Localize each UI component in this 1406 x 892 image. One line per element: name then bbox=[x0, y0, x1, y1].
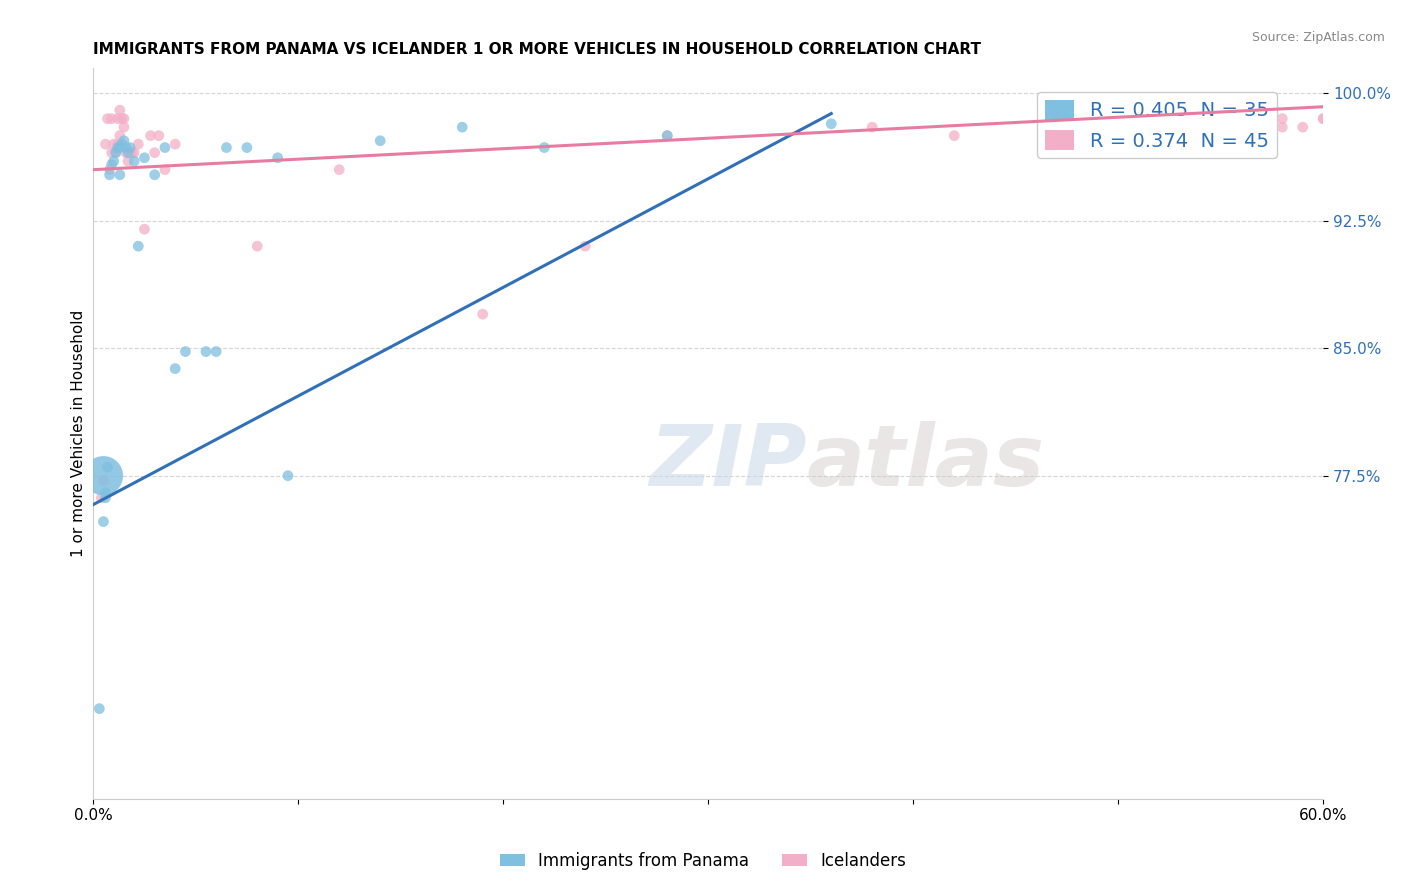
Point bbox=[93, 474, 115, 488]
Point bbox=[90, 491, 112, 505]
Point bbox=[1292, 120, 1315, 135]
Point bbox=[107, 140, 129, 154]
Point bbox=[98, 162, 121, 177]
Point bbox=[96, 112, 118, 126]
Point bbox=[120, 145, 142, 160]
Point bbox=[108, 103, 131, 117]
Legend: R = 0.405  N = 35, R = 0.374  N = 45: R = 0.405 N = 35, R = 0.374 N = 45 bbox=[1038, 92, 1277, 158]
Point bbox=[122, 154, 145, 169]
Point bbox=[98, 168, 121, 182]
Point bbox=[143, 145, 166, 160]
Point bbox=[165, 137, 187, 152]
Point bbox=[943, 128, 966, 143]
Point bbox=[108, 128, 131, 143]
Point bbox=[143, 168, 166, 182]
Point bbox=[100, 157, 122, 171]
Point bbox=[1107, 112, 1129, 126]
Point bbox=[205, 344, 228, 359]
Point bbox=[117, 154, 139, 169]
Point bbox=[153, 140, 176, 154]
Text: atlas: atlas bbox=[807, 421, 1045, 504]
Point bbox=[657, 128, 679, 143]
Y-axis label: 1 or more Vehicles in Household: 1 or more Vehicles in Household bbox=[72, 310, 86, 557]
Point bbox=[122, 145, 145, 160]
Point bbox=[94, 491, 117, 505]
Point bbox=[246, 239, 269, 253]
Point bbox=[96, 460, 118, 475]
Point bbox=[236, 140, 259, 154]
Point bbox=[820, 117, 842, 131]
Point bbox=[139, 128, 162, 143]
Point bbox=[1209, 112, 1232, 126]
Point bbox=[104, 145, 127, 160]
Point bbox=[93, 468, 115, 483]
Point bbox=[103, 154, 125, 169]
Point bbox=[107, 112, 129, 126]
Legend: Immigrants from Panama, Icelanders: Immigrants from Panama, Icelanders bbox=[494, 846, 912, 877]
Point bbox=[108, 168, 131, 182]
Text: ZIP: ZIP bbox=[650, 421, 807, 504]
Point bbox=[368, 134, 391, 148]
Point bbox=[111, 112, 134, 126]
Point bbox=[1312, 112, 1334, 126]
Point bbox=[127, 239, 149, 253]
Point bbox=[328, 162, 350, 177]
Point bbox=[1149, 128, 1171, 143]
Point bbox=[165, 361, 187, 376]
Point bbox=[267, 151, 290, 165]
Point bbox=[94, 485, 117, 500]
Point bbox=[100, 112, 122, 126]
Point bbox=[860, 120, 883, 135]
Point bbox=[471, 307, 494, 321]
Point bbox=[120, 140, 142, 154]
Point bbox=[533, 140, 555, 154]
Point bbox=[1250, 112, 1272, 126]
Point bbox=[127, 137, 149, 152]
Point bbox=[103, 137, 125, 152]
Point bbox=[117, 145, 139, 160]
Point bbox=[134, 222, 156, 236]
Point bbox=[153, 162, 176, 177]
Point bbox=[94, 137, 117, 152]
Point bbox=[1209, 112, 1232, 126]
Point bbox=[1271, 112, 1294, 126]
Point bbox=[107, 137, 129, 152]
Point bbox=[1312, 112, 1334, 126]
Point bbox=[100, 145, 122, 160]
Point bbox=[194, 344, 217, 359]
Point bbox=[112, 120, 135, 135]
Text: Source: ZipAtlas.com: Source: ZipAtlas.com bbox=[1251, 31, 1385, 45]
Point bbox=[451, 120, 474, 135]
Point bbox=[574, 239, 596, 253]
Point bbox=[111, 137, 134, 152]
Point bbox=[215, 140, 238, 154]
Point bbox=[93, 515, 115, 529]
Point bbox=[115, 145, 138, 160]
Point bbox=[104, 145, 127, 160]
Point bbox=[121, 145, 143, 160]
Point bbox=[112, 134, 135, 148]
Point bbox=[134, 151, 156, 165]
Point bbox=[108, 140, 131, 154]
Point bbox=[277, 468, 299, 483]
Point bbox=[89, 701, 111, 715]
Point bbox=[1271, 120, 1294, 135]
Point bbox=[148, 128, 170, 143]
Point bbox=[112, 112, 135, 126]
Point bbox=[115, 140, 138, 154]
Text: IMMIGRANTS FROM PANAMA VS ICELANDER 1 OR MORE VEHICLES IN HOUSEHOLD CORRELATION : IMMIGRANTS FROM PANAMA VS ICELANDER 1 OR… bbox=[93, 42, 981, 57]
Point bbox=[657, 128, 679, 143]
Point bbox=[174, 344, 197, 359]
